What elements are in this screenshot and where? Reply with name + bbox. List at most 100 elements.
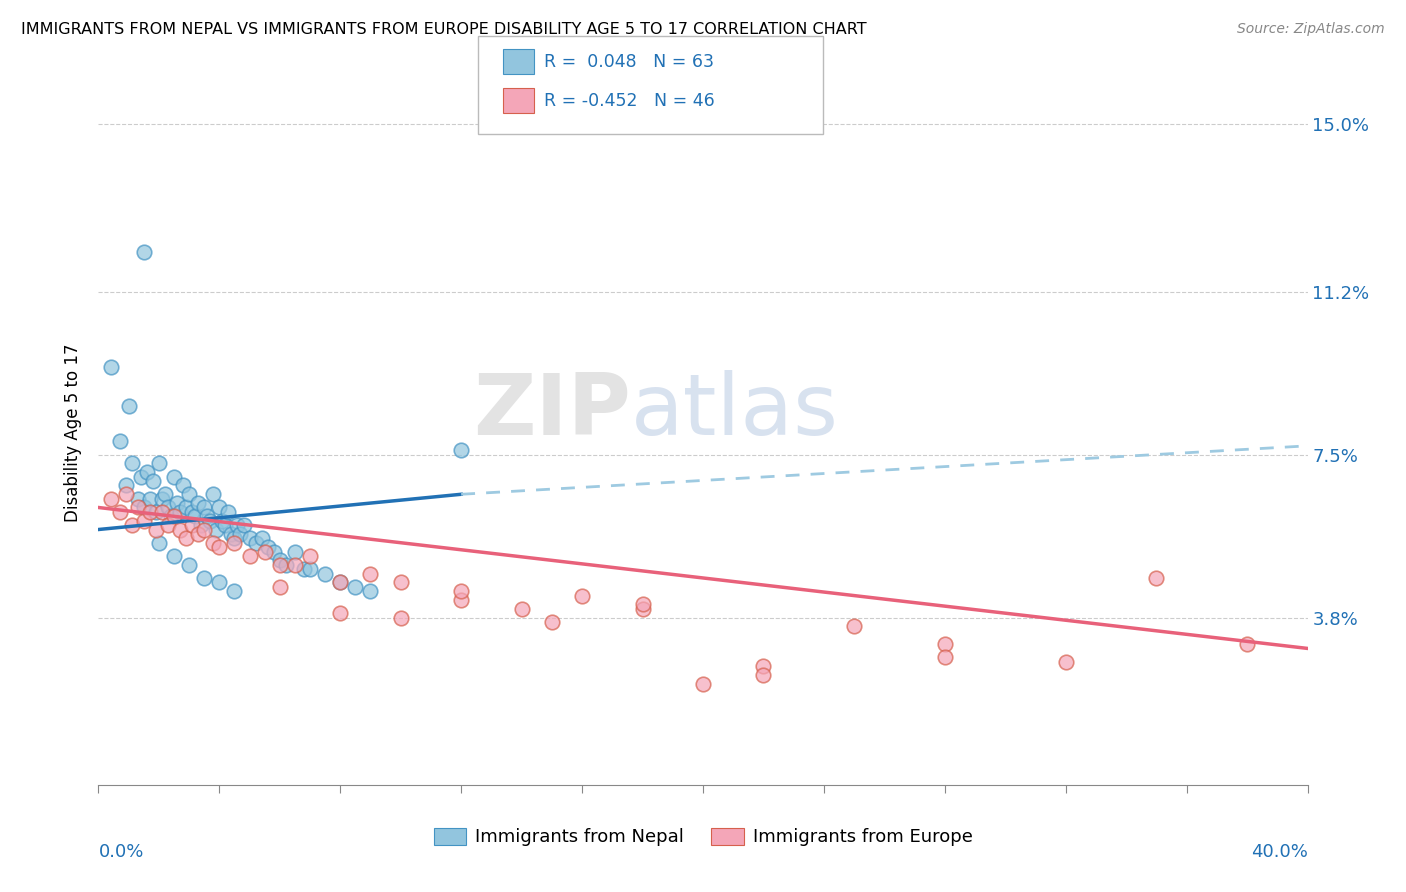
Point <box>163 509 186 524</box>
Point <box>450 593 472 607</box>
Point <box>1144 571 1167 585</box>
Point <box>263 544 285 558</box>
Point <box>631 598 654 612</box>
Point <box>114 478 136 492</box>
Point <box>108 434 131 449</box>
Point <box>752 668 775 682</box>
Point <box>217 505 239 519</box>
Point <box>156 500 179 515</box>
Point <box>163 469 186 483</box>
Point <box>202 487 225 501</box>
Point <box>211 514 233 528</box>
Point <box>245 535 267 549</box>
Point <box>229 527 252 541</box>
Point <box>269 580 291 594</box>
Point <box>214 518 236 533</box>
Point <box>329 606 352 620</box>
Point <box>510 601 533 615</box>
Point <box>934 637 956 651</box>
Point <box>127 491 149 506</box>
Point <box>148 457 170 471</box>
Point <box>181 518 204 533</box>
Text: atlas: atlas <box>630 370 838 453</box>
Point <box>360 566 382 581</box>
Point <box>314 566 336 581</box>
Point <box>205 523 228 537</box>
Point <box>179 487 201 501</box>
Point <box>145 505 167 519</box>
Point <box>181 505 204 519</box>
Point <box>540 615 562 629</box>
Point <box>284 544 307 558</box>
Text: R =  0.048   N = 63: R = 0.048 N = 63 <box>544 53 714 70</box>
Point <box>174 532 197 546</box>
Point <box>139 491 162 506</box>
Point <box>184 509 207 524</box>
Point <box>571 589 593 603</box>
Point <box>450 584 472 599</box>
Point <box>692 676 714 690</box>
Point <box>226 518 249 533</box>
Point <box>208 575 231 590</box>
Point <box>169 523 191 537</box>
Point <box>269 553 291 567</box>
Point <box>329 575 352 590</box>
Point <box>169 505 191 519</box>
Legend: Immigrants from Nepal, Immigrants from Europe: Immigrants from Nepal, Immigrants from E… <box>433 828 973 847</box>
Point <box>344 580 367 594</box>
Point <box>934 650 956 665</box>
Point <box>127 500 149 515</box>
Point <box>179 558 201 572</box>
Point <box>156 518 179 533</box>
Point <box>450 443 472 458</box>
Point <box>132 514 155 528</box>
Point <box>139 505 162 519</box>
Point <box>224 584 246 599</box>
Point <box>221 527 243 541</box>
Point <box>150 491 173 506</box>
Point <box>360 584 382 599</box>
Point <box>132 245 155 260</box>
Point <box>187 527 209 541</box>
Text: ZIP: ZIP <box>472 370 630 453</box>
Text: 40.0%: 40.0% <box>1251 843 1308 861</box>
Point <box>232 518 254 533</box>
Point <box>200 514 222 528</box>
Point <box>250 532 273 546</box>
Point <box>132 500 155 515</box>
Point <box>153 487 176 501</box>
Point <box>844 619 866 633</box>
Point <box>224 535 246 549</box>
Text: R = -0.452   N = 46: R = -0.452 N = 46 <box>544 92 714 110</box>
Point <box>329 575 352 590</box>
Point <box>631 601 654 615</box>
Point <box>145 523 167 537</box>
Point <box>160 509 183 524</box>
Point <box>1236 637 1258 651</box>
Point <box>299 562 322 576</box>
Point <box>752 659 775 673</box>
Text: Source: ZipAtlas.com: Source: ZipAtlas.com <box>1237 22 1385 37</box>
Point <box>142 474 165 488</box>
Point <box>193 571 215 585</box>
Point <box>208 500 231 515</box>
Point <box>135 465 157 479</box>
Text: IMMIGRANTS FROM NEPAL VS IMMIGRANTS FROM EUROPE DISABILITY AGE 5 TO 17 CORRELATI: IMMIGRANTS FROM NEPAL VS IMMIGRANTS FROM… <box>21 22 866 37</box>
Point <box>187 496 209 510</box>
Point <box>163 549 186 563</box>
Point <box>148 535 170 549</box>
Point <box>129 469 152 483</box>
Point <box>284 558 307 572</box>
Point <box>202 535 225 549</box>
Point <box>253 544 276 558</box>
Point <box>118 399 141 413</box>
Point <box>239 549 262 563</box>
Text: 0.0%: 0.0% <box>98 843 143 861</box>
Point <box>114 487 136 501</box>
Point <box>172 478 194 492</box>
Point <box>100 359 122 374</box>
Point <box>193 500 215 515</box>
Point <box>208 540 231 554</box>
Point <box>224 532 246 546</box>
Point <box>166 496 188 510</box>
